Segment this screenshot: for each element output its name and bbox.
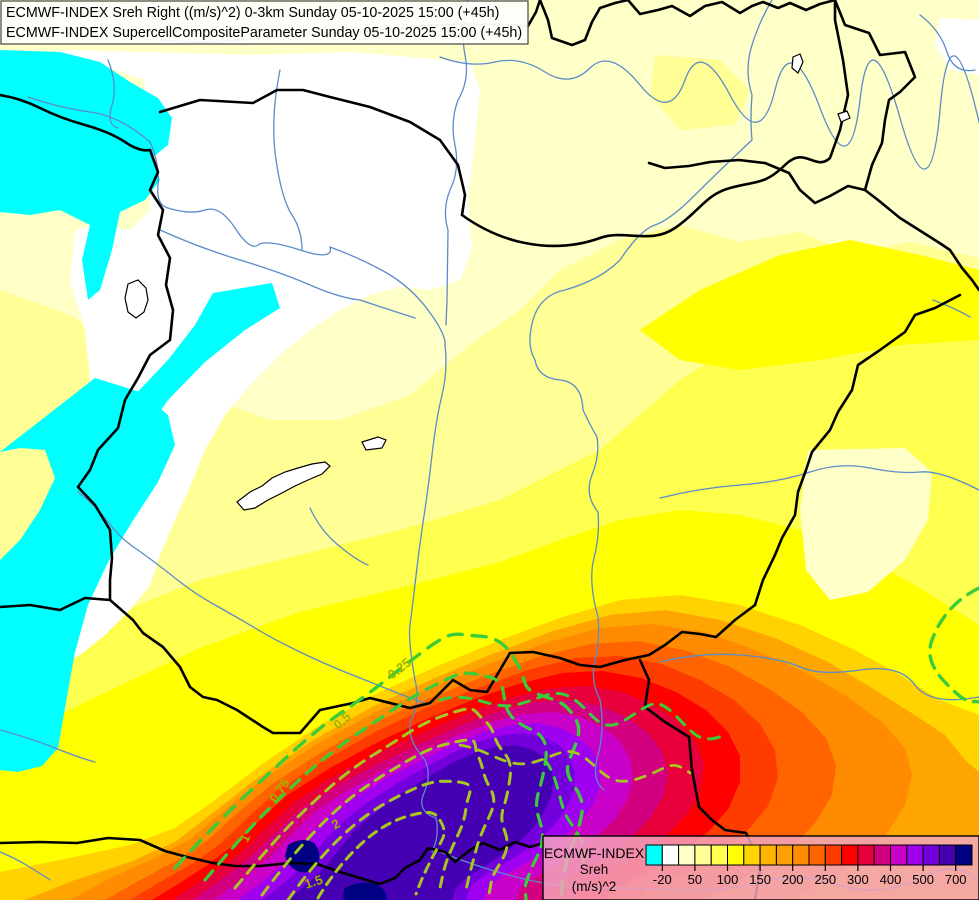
river-drava <box>77 491 431 706</box>
lake-balaton <box>236 461 331 511</box>
colorbar-cells <box>645 844 973 866</box>
colorbar-tick-label: 500 <box>912 872 934 887</box>
border-slovakia-hungary <box>460 0 850 248</box>
border-slovakia-ukraine <box>833 0 917 192</box>
river <box>0 729 96 763</box>
colorbar-cell <box>841 844 859 866</box>
river <box>659 465 979 499</box>
border-hungary-romania <box>753 293 962 607</box>
colorbar-tick-label: 150 <box>749 872 771 887</box>
field-region-white-nw <box>45 50 480 665</box>
colorbar-cell <box>890 844 908 866</box>
river <box>27 96 151 143</box>
field-region-cyan-band <box>96 283 280 492</box>
scp-contour-east-wiggle2 <box>458 743 692 783</box>
lake-small-ne1 <box>791 53 804 74</box>
colorbar-cell <box>710 844 729 866</box>
river <box>439 55 979 170</box>
river <box>107 59 119 129</box>
colorbar-tick-label: 300 <box>847 872 869 887</box>
river <box>0 851 51 881</box>
colorbar-cell <box>678 844 696 866</box>
river <box>932 299 971 318</box>
lake-small-ne2 <box>837 110 851 123</box>
border-nw-danube <box>158 88 467 217</box>
river <box>159 229 416 319</box>
colorbar-cell <box>857 844 875 866</box>
scp-contour-0.5 <box>203 671 548 900</box>
river-tisza <box>529 0 773 791</box>
colorbar-cell <box>922 844 940 866</box>
field-region-white-ne <box>935 18 979 75</box>
title-line-2: ECMWF-INDEX SupercellCompositeParameter … <box>6 25 522 41</box>
colorbar-cell <box>775 844 794 866</box>
colorbar-tick-label: -20 <box>653 872 672 887</box>
colorbar-cell <box>645 844 663 866</box>
colorbar-tick-label: 400 <box>880 872 902 887</box>
field-patch-yellow-ne <box>640 240 979 370</box>
colorbar-cell <box>938 844 957 866</box>
legend: ECMWF-INDEX Sreh (m/s)^2 -20 50 100 150 200 2… <box>542 835 979 900</box>
colorbar-cell <box>727 844 745 866</box>
legend-title: ECMWF-INDEX <box>544 845 645 861</box>
colorbar-cell <box>955 844 973 866</box>
river <box>309 507 369 566</box>
border-north <box>526 0 837 47</box>
colorbar-tick-label: 250 <box>814 872 836 887</box>
border-ukraine-romania <box>863 188 979 292</box>
colorbar-cell <box>792 844 810 866</box>
colorbar-cell <box>873 844 892 866</box>
colorbar-tick-label: 700 <box>945 872 967 887</box>
colorbar-cell <box>824 844 843 866</box>
scp-contour-east-wiggle1 <box>438 692 727 741</box>
colorbar-cell <box>759 844 777 866</box>
river <box>273 69 303 251</box>
river <box>919 14 976 72</box>
river-danube <box>149 141 447 853</box>
river <box>659 653 979 701</box>
lakes <box>124 53 851 511</box>
lake-velence <box>361 436 387 451</box>
border-hungary-ukraine <box>647 158 867 205</box>
scp-contour-1.5 <box>286 779 472 900</box>
field-region-cyan-west <box>0 378 175 772</box>
colorbar-cell <box>906 844 924 866</box>
scp-contour-2 <box>316 810 446 900</box>
colorbar-tick-label: 100 <box>717 872 739 887</box>
title-box-frame <box>0 0 529 45</box>
border-west <box>0 93 175 602</box>
colorbar-tick-label: 200 <box>782 872 804 887</box>
field-patch-paleyellow-ne <box>650 55 750 130</box>
colorbar-cell <box>743 844 761 866</box>
colorbar-cell <box>694 844 712 866</box>
scp-contour-1 <box>260 738 496 897</box>
legend-parameter: Sreh <box>580 862 609 877</box>
title-box: ECMWF-INDEX Sreh Right ((m/s)^2) 0-3km S… <box>0 0 529 45</box>
field-core-navy-2 <box>343 882 387 900</box>
colorbar-cell <box>661 844 680 866</box>
field-patch-cream-east <box>800 448 932 600</box>
colorbar-ticks: -20 50 100 150 200 250 300 400 500 700 <box>653 865 967 887</box>
river <box>444 0 469 326</box>
scp-label-1.5: 1.5 <box>303 872 325 892</box>
colorbar-tick-label: 50 <box>688 872 702 887</box>
scp-contours <box>173 586 979 900</box>
border-south-chain <box>0 596 757 735</box>
field-region-cyan-nw <box>0 50 172 300</box>
legend-units: (m/s)^2 <box>572 879 617 894</box>
lake-neusiedl <box>124 279 149 319</box>
colorbar-cell <box>808 844 826 866</box>
scp-contour-0.75 <box>233 707 512 900</box>
scp-contour-0.25-east <box>928 586 979 704</box>
title-line-1: ECMWF-INDEX Sreh Right ((m/s)^2) 0-3km S… <box>6 5 499 21</box>
scp-contour-0.25 <box>173 632 584 900</box>
